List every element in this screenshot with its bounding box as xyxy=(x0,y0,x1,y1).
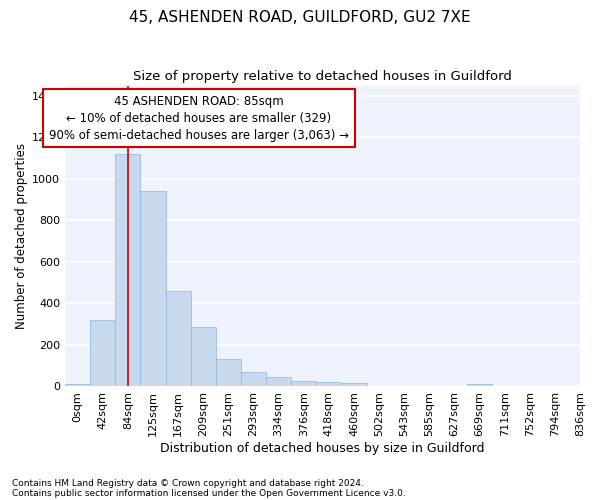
Text: Contains public sector information licensed under the Open Government Licence v3: Contains public sector information licen… xyxy=(12,488,406,498)
Bar xyxy=(191,328,216,386)
Text: Contains HM Land Registry data © Crown copyright and database right 2024.: Contains HM Land Registry data © Crown c… xyxy=(12,478,364,488)
Bar xyxy=(316,382,341,386)
Bar xyxy=(241,372,266,386)
Y-axis label: Number of detached properties: Number of detached properties xyxy=(15,143,28,329)
Bar xyxy=(140,192,166,386)
Bar xyxy=(65,384,90,386)
Bar xyxy=(467,384,492,386)
Bar xyxy=(90,320,115,386)
Bar xyxy=(166,291,191,386)
Bar xyxy=(216,360,241,386)
Title: Size of property relative to detached houses in Guildford: Size of property relative to detached ho… xyxy=(133,70,512,83)
Bar xyxy=(115,154,140,386)
Text: 45 ASHENDEN ROAD: 85sqm
← 10% of detached houses are smaller (329)
90% of semi-d: 45 ASHENDEN ROAD: 85sqm ← 10% of detache… xyxy=(49,94,349,142)
X-axis label: Distribution of detached houses by size in Guildford: Distribution of detached houses by size … xyxy=(160,442,485,455)
Bar xyxy=(266,377,291,386)
Text: 45, ASHENDEN ROAD, GUILDFORD, GU2 7XE: 45, ASHENDEN ROAD, GUILDFORD, GU2 7XE xyxy=(129,10,471,25)
Bar xyxy=(341,384,367,386)
Bar xyxy=(291,382,316,386)
